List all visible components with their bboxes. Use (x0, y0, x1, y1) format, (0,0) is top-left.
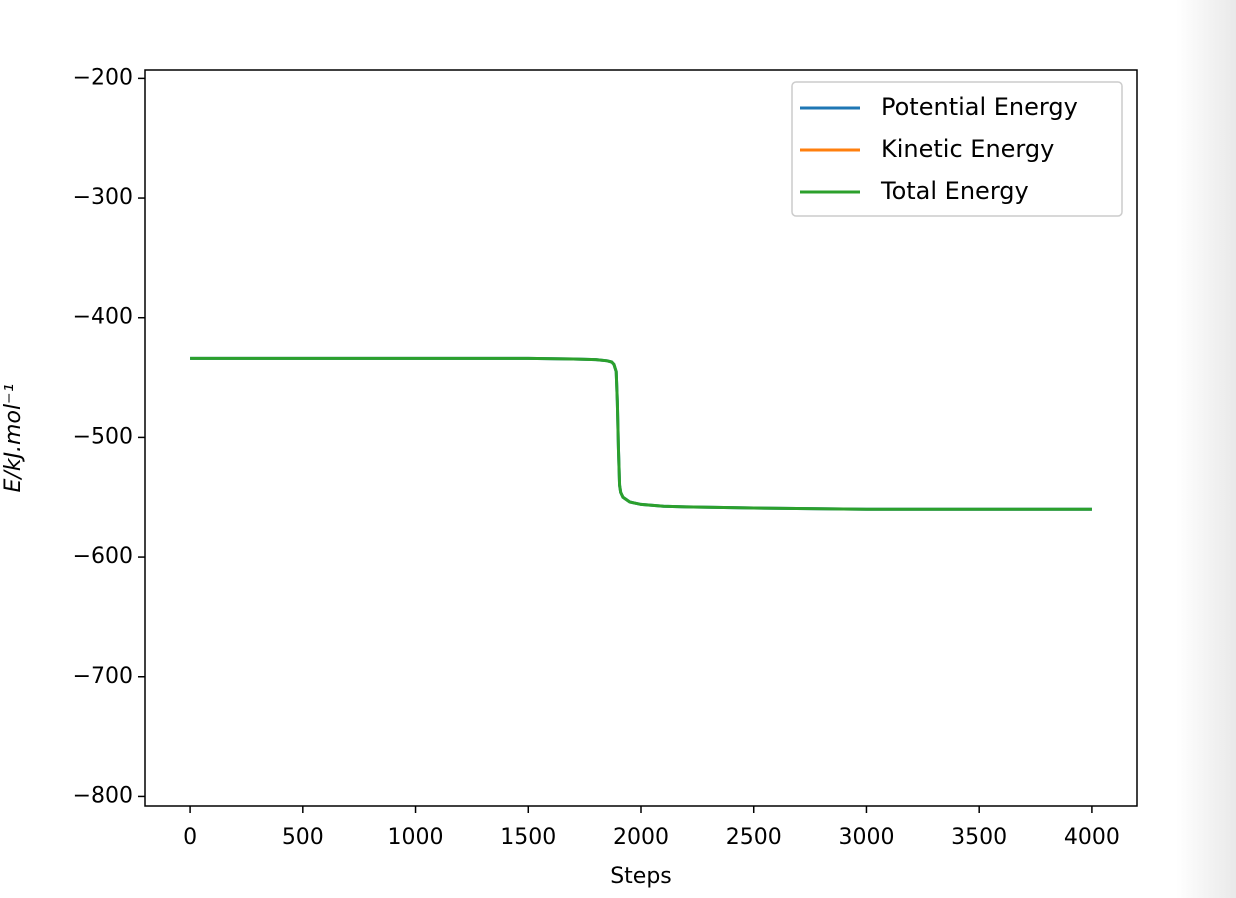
legend-label: Kinetic Energy (881, 135, 1054, 163)
x-tick-label: 3000 (838, 825, 894, 850)
plot-frame (144, 69, 1138, 807)
series-line (190, 356, 1092, 511)
y-axis-label: E/kJ.mol⁻¹ (1, 384, 26, 493)
window-edge (1176, 0, 1236, 898)
x-tick-label: 3500 (951, 825, 1007, 850)
y-tick-label: −400 (73, 305, 133, 330)
series-line (190, 356, 1092, 511)
legend-label: Potential Energy (881, 93, 1078, 121)
x-tick-label: 2000 (613, 825, 669, 850)
y-tick-label: −800 (73, 783, 133, 808)
y-tick-label: −500 (73, 424, 133, 449)
x-axis-label: Steps (610, 864, 672, 889)
x-tick-label: 2500 (726, 825, 782, 850)
y-tick-label: −700 (73, 664, 133, 689)
x-tick-label: 1000 (388, 825, 444, 850)
legend-box (791, 81, 1123, 217)
x-tick-label: 1500 (500, 825, 556, 850)
y-tick-label: −200 (73, 65, 133, 90)
x-tick-label: 4000 (1064, 825, 1120, 850)
y-tick-label: −300 (73, 185, 133, 210)
y-tick-label: −600 (73, 544, 133, 569)
x-tick-label: 0 (183, 825, 197, 850)
x-tick-label: 500 (282, 825, 324, 850)
legend-label: Total Energy (880, 177, 1029, 205)
